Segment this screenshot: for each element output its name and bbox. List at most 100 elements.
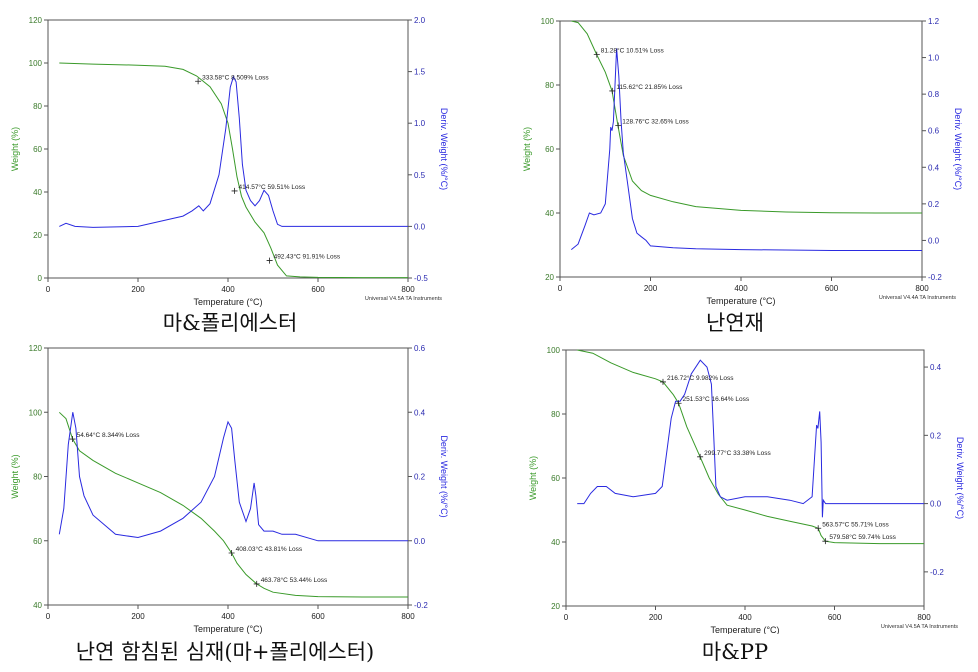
x-axis-label: Temperature (°C)	[193, 297, 262, 307]
y-right-tick-label: 0.0	[928, 236, 940, 245]
y-right-tick-label: 0.6	[928, 127, 940, 136]
x-tick-label: 800	[915, 284, 929, 293]
y-left-tick-label: 60	[33, 145, 42, 154]
weight-curve	[571, 20, 922, 214]
y-right-axis-label: Deriv. Weight (%/°C)	[953, 108, 963, 190]
x-tick-label: 400	[221, 285, 235, 294]
annotation-marker	[675, 400, 682, 407]
x-tick-label: 800	[401, 285, 415, 294]
x-tick-label: 600	[825, 284, 839, 293]
tga-chart-impregnated-core: 0 200 400 600 800 40 60 80 100 120 -0.2 0.0 0.2 0.4 0.…	[10, 344, 449, 634]
annotation-label: 251.53°C 16.64% Loss	[683, 395, 750, 403]
y-left-tick-label: 40	[551, 538, 560, 547]
y-right-tick-label: 0.4	[930, 363, 942, 372]
plot-frame	[565, 349, 925, 607]
chart-caption: 난연재	[706, 311, 764, 335]
y-right-tick-label: -0.2	[928, 273, 942, 282]
annotation-marker	[659, 378, 666, 385]
y-right-tick-label: 0.8	[928, 90, 940, 99]
x-tick-label: 800	[917, 613, 931, 622]
annotation-label: 115.62°C 21.85% Loss	[616, 83, 683, 91]
y-left-tick-label: 40	[545, 209, 554, 218]
annotation-label: 492.43°C 91.91% Loss	[274, 253, 341, 261]
y-left-tick-label: 80	[33, 102, 42, 111]
annotation-marker	[253, 580, 260, 587]
y-right-tick-label: 0.2	[928, 200, 940, 209]
y-right-tick-label: 0.5	[414, 171, 426, 180]
y-left-tick-label: 60	[551, 474, 560, 483]
weight-curve	[577, 349, 924, 545]
y-right-tick-label: 1.0	[414, 119, 426, 128]
y-left-tick-label: 60	[33, 537, 42, 546]
y-right-tick-label: 0.4	[414, 408, 426, 417]
annotation-label: 299.77°C 33.38% Loss	[704, 449, 771, 457]
y-right-tick-label: 0.2	[930, 431, 942, 440]
y-left-axis-label: Weight (%)	[522, 127, 532, 171]
y-right-axis-label: Deriv. Weight (%/°C)	[439, 435, 449, 517]
plot-frame	[47, 347, 409, 606]
annotation-label: 463.78°C 53.44% Loss	[261, 576, 328, 584]
y-right-tick-label: -0.5	[414, 274, 428, 283]
annotation-marker	[266, 257, 273, 264]
annotation-label: 408.03°C 43.81% Loss	[236, 545, 303, 553]
x-tick-label: 600	[828, 613, 842, 622]
x-tick-label: 400	[221, 612, 235, 621]
y-right-tick-label: 0.2	[414, 473, 426, 482]
x-axis-label: Temperature (°C)	[193, 624, 262, 634]
annotation-label: 128.76°C 32.65% Loss	[622, 117, 689, 125]
annotation-marker	[593, 51, 600, 58]
x-tick-label: 0	[564, 613, 569, 622]
annotation-label: 579.58°C 59.74% Loss	[829, 533, 896, 541]
tga-chart-flame-retardant: 0 200 400 600 800 20 40 60 80 100 -0.2 0.0 0.2 0.4 0.6…	[522, 17, 963, 306]
y-right-tick-label: 1.2	[928, 17, 940, 26]
annotation-marker	[697, 453, 704, 460]
annotation-marker	[815, 525, 822, 532]
annotation-marker	[822, 538, 829, 545]
y-left-tick-label: 100	[541, 17, 555, 26]
chart-caption: 난연 함침된 심재(마+폴리에스터)	[75, 640, 375, 664]
weight-curve	[58, 411, 408, 598]
x-tick-label: 0	[46, 285, 51, 294]
x-tick-label: 600	[311, 612, 325, 621]
y-left-tick-label: 40	[33, 188, 42, 197]
y-right-tick-label: 1.5	[414, 68, 426, 77]
x-tick-label: 0	[558, 284, 563, 293]
annotation-marker	[615, 122, 622, 129]
x-tick-label: 200	[131, 285, 145, 294]
x-axis-label: Temperature (°C)	[710, 625, 779, 634]
deriv-weight-curve	[577, 359, 924, 518]
chart-caption: 마&폴리에스터	[162, 311, 298, 335]
annotation-marker	[609, 87, 616, 94]
y-left-tick-label: 100	[547, 346, 561, 355]
annotation-label: 563.57°C 55.71% Loss	[822, 520, 889, 528]
y-right-tick-label: 2.0	[414, 16, 426, 25]
y-left-tick-label: 120	[29, 16, 43, 25]
y-right-tick-label: 0.4	[928, 163, 940, 172]
y-right-tick-label: 1.0	[928, 54, 940, 63]
deriv-weight-curve	[58, 412, 408, 542]
y-right-tick-label: 0.6	[414, 344, 426, 353]
y-left-tick-label: 40	[33, 601, 42, 610]
x-tick-label: 200	[131, 612, 145, 621]
x-tick-label: 800	[401, 612, 415, 621]
x-tick-label: 200	[649, 613, 663, 622]
instrument-footer: Universal V4.5A TA Instruments	[881, 624, 958, 630]
instrument-footer: Universal V4.5A TA Instruments	[365, 296, 442, 302]
y-left-tick-label: 100	[29, 59, 43, 68]
annotation-label: 216.72°C 9.982% Loss	[667, 374, 734, 382]
x-tick-label: 600	[311, 285, 325, 294]
annotation-marker	[195, 78, 202, 85]
y-left-tick-label: 100	[29, 408, 43, 417]
y-left-tick-label: 60	[545, 145, 554, 154]
y-left-axis-label: Weight (%)	[10, 127, 20, 171]
y-left-tick-label: 20	[551, 602, 560, 611]
weight-curve	[59, 62, 408, 279]
y-left-tick-label: 80	[551, 410, 560, 419]
y-left-tick-label: 20	[545, 273, 554, 282]
x-tick-label: 400	[738, 613, 752, 622]
y-left-axis-label: Weight (%)	[528, 456, 538, 500]
y-right-tick-label: 0.0	[930, 500, 942, 509]
y-left-tick-label: 80	[33, 473, 42, 482]
annotation-marker	[231, 187, 238, 194]
